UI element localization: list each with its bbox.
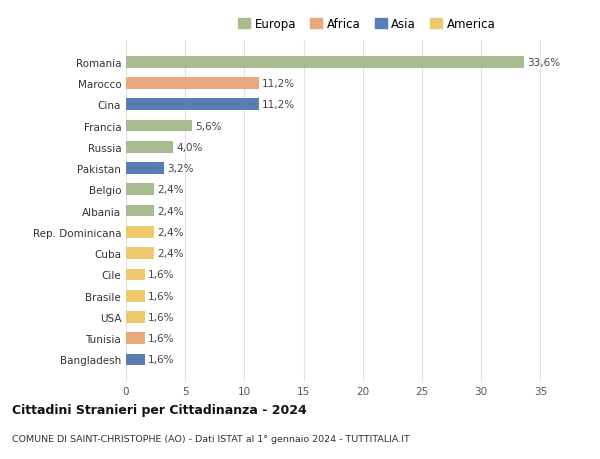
Bar xyxy=(126,227,154,238)
Text: 1,6%: 1,6% xyxy=(148,355,175,365)
Text: 1,6%: 1,6% xyxy=(148,291,175,301)
Bar xyxy=(126,57,524,68)
Bar xyxy=(126,78,259,90)
Text: 1,6%: 1,6% xyxy=(148,270,175,280)
Text: 11,2%: 11,2% xyxy=(262,79,295,89)
Bar xyxy=(126,248,154,259)
Bar xyxy=(126,205,154,217)
Bar xyxy=(126,354,145,365)
Text: 3,2%: 3,2% xyxy=(167,164,193,174)
Bar xyxy=(126,142,173,153)
Text: 33,6%: 33,6% xyxy=(527,57,560,67)
Text: Cittadini Stranieri per Cittadinanza - 2024: Cittadini Stranieri per Cittadinanza - 2… xyxy=(12,403,307,416)
Text: 2,4%: 2,4% xyxy=(157,206,184,216)
Text: COMUNE DI SAINT-CHRISTOPHE (AO) - Dati ISTAT al 1° gennaio 2024 - TUTTITALIA.IT: COMUNE DI SAINT-CHRISTOPHE (AO) - Dati I… xyxy=(12,434,410,442)
Text: 2,4%: 2,4% xyxy=(157,227,184,237)
Bar xyxy=(126,290,145,302)
Legend: Europa, Africa, Asia, America: Europa, Africa, Asia, America xyxy=(233,13,500,36)
Text: 1,6%: 1,6% xyxy=(148,312,175,322)
Text: 4,0%: 4,0% xyxy=(176,142,203,152)
Bar xyxy=(126,269,145,280)
Bar xyxy=(126,333,145,344)
Text: 5,6%: 5,6% xyxy=(195,121,222,131)
Bar xyxy=(126,311,145,323)
Text: 2,4%: 2,4% xyxy=(157,249,184,258)
Bar xyxy=(126,99,259,111)
Bar xyxy=(126,120,192,132)
Text: 2,4%: 2,4% xyxy=(157,185,184,195)
Text: 1,6%: 1,6% xyxy=(148,334,175,343)
Bar xyxy=(126,184,154,196)
Bar xyxy=(126,163,164,174)
Text: 11,2%: 11,2% xyxy=(262,100,295,110)
